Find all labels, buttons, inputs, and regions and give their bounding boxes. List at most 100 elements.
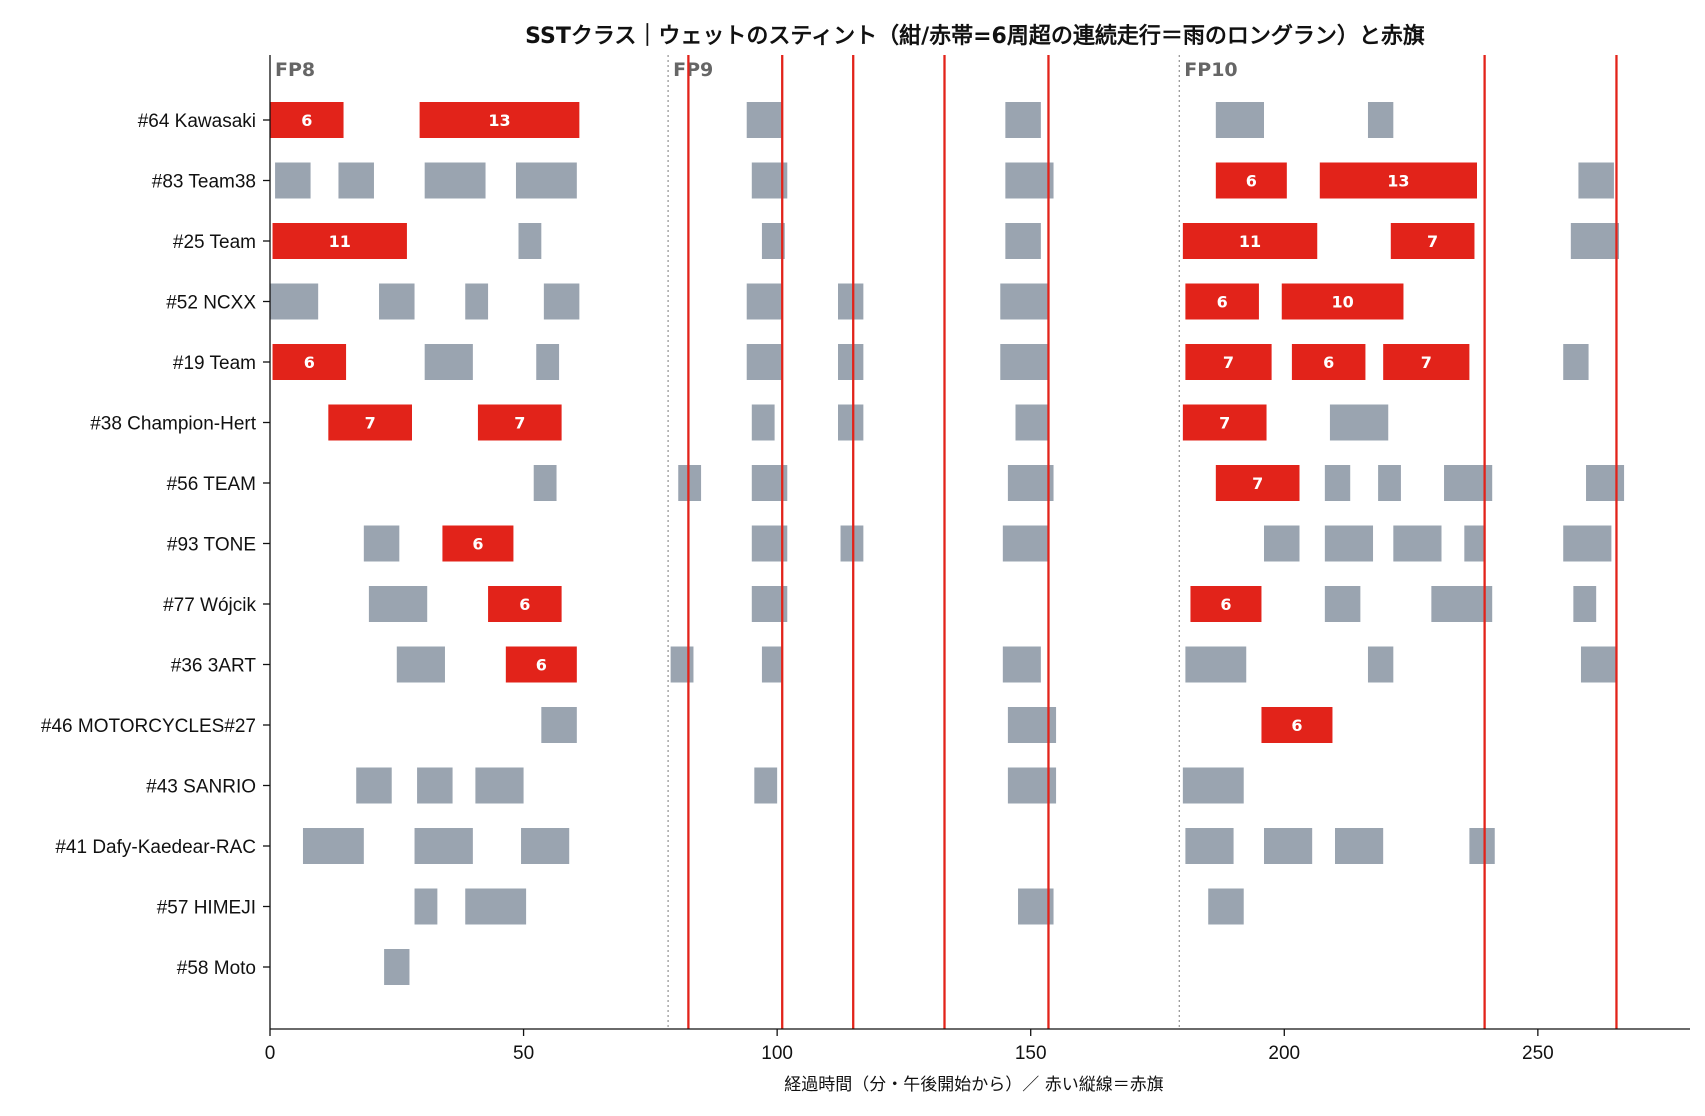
x-tick-label: 200 — [1268, 1043, 1300, 1064]
stint-bar — [1000, 344, 1049, 380]
stint-bar — [1215, 102, 1264, 138]
rider-label: #64 Kawasaki — [138, 111, 256, 132]
stint-bar — [536, 344, 560, 380]
lap-count-label: 6 — [1323, 353, 1334, 372]
stint-bar — [302, 828, 364, 864]
stint-bar — [1005, 162, 1054, 199]
stint-bar — [1208, 888, 1244, 925]
rider-label: #83 Team38 — [152, 172, 256, 193]
lap-count-label: 7 — [1219, 414, 1230, 433]
long-run-bar — [1319, 162, 1477, 199]
lap-count-label: 7 — [514, 414, 525, 433]
x-tick-label: 150 — [1015, 1043, 1047, 1064]
long-run-bar — [1185, 283, 1259, 320]
lap-count-label: 13 — [488, 111, 510, 130]
stint-bar — [1264, 525, 1300, 562]
red-flag-lines — [687, 55, 1618, 1029]
x-tick-label: 100 — [761, 1043, 793, 1064]
long-run-bar — [1182, 404, 1267, 441]
stint-bar — [414, 828, 473, 864]
long-run-bar — [1390, 223, 1475, 259]
x-tick-label: 250 — [1522, 1043, 1554, 1064]
stint-bar — [1563, 525, 1612, 562]
stint-bar — [1007, 465, 1054, 501]
long-run-bar — [1185, 344, 1272, 380]
long-run-bar — [328, 404, 412, 441]
stint-bar — [1005, 102, 1041, 138]
long-run-bar — [1291, 344, 1366, 380]
stint-bar — [424, 344, 473, 380]
stint-bar — [1002, 525, 1049, 562]
stint-bar — [543, 283, 580, 320]
long-run-bar — [1190, 586, 1262, 622]
stint-bar — [1185, 828, 1234, 864]
rider-label: #43 SANRIO — [146, 777, 256, 798]
lap-count-label: 6 — [304, 353, 315, 372]
stint-bar — [1324, 465, 1351, 501]
stint-bar — [838, 283, 864, 320]
session-label: FP8 — [275, 59, 315, 81]
stint-bar — [356, 767, 392, 804]
stint-bar — [670, 646, 694, 683]
x-tick-label: 50 — [513, 1043, 534, 1064]
rider-label: #38 Champion-Hert — [90, 414, 257, 435]
rider-label: #58 Moto — [177, 958, 256, 979]
lap-count-label: 7 — [365, 414, 376, 433]
rider-label: #36 3ART — [171, 656, 257, 677]
long-run-bar — [488, 586, 562, 622]
stint-bar — [384, 949, 410, 985]
stint-bar — [515, 162, 577, 199]
rider-label: #52 NCXX — [166, 293, 256, 314]
rider-label: #77 Wójcik — [163, 595, 256, 616]
stint-bar — [840, 525, 864, 562]
stint-bar — [338, 162, 374, 199]
session-label: FP10 — [1184, 59, 1237, 81]
stint-bar — [746, 283, 783, 320]
lap-count-label: 6 — [472, 535, 483, 554]
stint-bar — [751, 404, 775, 441]
axes: 0 50 100 150 200 250 — [265, 55, 1690, 1064]
rider-label: #57 HIMEJI — [157, 898, 256, 919]
lap-count-label: 7 — [1427, 232, 1438, 251]
session-label: FP9 — [673, 59, 713, 81]
stint-bar — [754, 767, 778, 804]
long-run-bar — [272, 223, 407, 259]
lap-count-label: 6 — [536, 656, 547, 675]
stint-bar — [363, 525, 400, 562]
stint-bar — [1000, 283, 1049, 320]
lap-count-label: 6 — [1291, 716, 1302, 735]
stint-bar — [1469, 828, 1495, 864]
long-run-bar — [477, 404, 562, 441]
stint-bar — [1329, 404, 1389, 441]
stint-bar — [417, 767, 453, 804]
stint-bar — [1578, 162, 1614, 199]
rider-labels: #64 Kawasaki #83 Team38 #25 Team #52 NCXX #1… — [41, 111, 270, 979]
stint-bars: 6 13 6 13 11 11 7 6 10 6 7 6 7 7 7 7 7 6 6 6 6 6 — [270, 102, 1625, 985]
stint-bar — [1393, 525, 1442, 562]
stint-bar — [1570, 223, 1619, 259]
lap-count-label: 10 — [1331, 293, 1353, 312]
stint-bar — [518, 223, 542, 259]
stint-bar — [414, 888, 438, 925]
stint-bar — [1005, 223, 1041, 259]
stint-bar — [1580, 646, 1617, 683]
stint-bar — [1182, 767, 1244, 804]
stint-bar — [1431, 586, 1493, 622]
stint-bar — [270, 283, 319, 320]
stint-bar — [368, 586, 428, 622]
stint-bar — [1573, 586, 1597, 622]
stint-bar — [465, 283, 489, 320]
long-run-bar — [1215, 162, 1287, 199]
stint-bar — [1335, 828, 1384, 864]
lap-count-label: 7 — [1252, 474, 1263, 493]
long-run-bar — [1215, 465, 1300, 501]
stint-bar — [1464, 525, 1485, 562]
long-run-bar — [270, 102, 344, 138]
chart-title: SSTクラス｜ウェットのスティント（紺/赤帯=6周超の連続走行＝雨のロングラン）… — [525, 23, 1425, 49]
stint-bar — [1002, 646, 1041, 683]
lap-count-label: 7 — [1223, 353, 1234, 372]
stint-bar — [379, 283, 415, 320]
rider-label: #41 Dafy-Kaedear-RAC — [55, 837, 256, 858]
stint-bar — [541, 707, 577, 743]
lap-count-label: 11 — [329, 232, 351, 251]
